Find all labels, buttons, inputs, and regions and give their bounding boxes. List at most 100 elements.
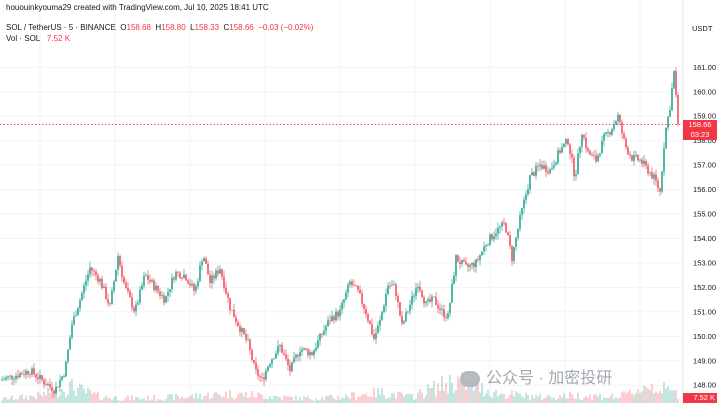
volume-bar [675,389,677,403]
symbol-label[interactable]: SOL / TetherUS · 5 · BINANCE [6,23,116,32]
volume-bar [665,388,667,403]
volume-bar [615,396,617,403]
candle-body [11,375,13,380]
candle-body [13,379,15,380]
candle-body [417,286,419,289]
y-tick-label: 156.00 [693,185,716,194]
candle-body [399,302,401,316]
candle-body [379,320,381,326]
volume-bar [401,393,403,403]
volume-bar [137,397,139,403]
volume-bar [489,395,491,403]
candle-body [409,304,411,312]
price-axis[interactable]: 148.00 149.00 150.00 151.00 152.00 153.00 154.… [693,63,716,390]
candle-body [101,278,103,289]
candle-body [297,354,299,357]
candle-body [15,375,17,380]
volume-bar [495,389,497,403]
y-tick-label: 153.00 [693,258,716,267]
volume-bar [509,394,511,403]
candle-body [381,312,383,321]
volume-bar [217,393,219,403]
candle-body [215,270,217,279]
volume-bar [143,398,145,403]
candle-body [497,227,499,234]
candle-body [461,259,463,264]
volume-bar [543,398,545,403]
candle-body [503,222,505,224]
candle-body [407,311,409,313]
candle-body [213,275,215,279]
candle-body [395,284,397,297]
volume-bar [111,399,113,403]
volume-bar [81,384,83,403]
volume-bar [369,396,371,403]
candle-body [487,245,489,246]
candle-body [335,311,337,321]
candle-body [547,171,549,174]
candle-body [491,234,493,240]
volume-bar [605,397,607,403]
volume-bar [333,398,335,403]
candle-body [587,148,589,151]
volume-bar [633,395,635,403]
candle-body [601,140,603,154]
candle-body [121,265,123,277]
candle-body [415,288,417,296]
candle-body [499,226,501,228]
candle-body [195,286,197,291]
candle-body [561,147,563,153]
y-tick-label: 157.00 [693,161,716,170]
volume-bar [249,396,251,403]
open-label: O [120,23,127,32]
volume-bar [133,400,135,403]
volume-bar [357,396,359,403]
volume-bar [377,387,379,403]
candle-body [575,174,577,177]
candle-body [531,172,533,176]
axis-unit-label[interactable]: USDT [692,24,713,33]
candle-body [597,155,599,162]
volume-bar [319,400,321,403]
y-tick-label: 150.00 [693,332,716,341]
candle-body [551,167,553,170]
candle-body [357,285,359,290]
volume-bar [251,391,253,403]
candle-body [349,281,351,285]
candle-body [267,366,269,371]
candle-body [581,134,583,147]
candlestick-series [1,67,679,398]
volume-bar [301,400,303,403]
volume-bar [211,397,213,403]
volume-bar [397,391,399,403]
candle-body [187,280,189,284]
volume-bar [623,390,625,403]
candle-body [177,271,179,273]
candle-body [481,251,483,256]
volume-bar [641,391,643,403]
volume-bar [403,396,405,403]
volume-bar [451,382,453,403]
volume-bar [209,399,211,403]
candle-body [133,307,135,312]
y-tick-label: 151.00 [693,307,716,316]
volume-bar [655,391,657,403]
volume-bar [673,390,675,403]
candle-body [371,324,373,334]
candle-body [339,309,341,317]
candle-body [61,376,63,381]
volume-bar [33,396,35,403]
volume-bar [157,399,159,403]
volume-bar [317,400,319,403]
volume-bar [31,396,33,403]
candle-body [635,154,637,156]
volume-label[interactable]: Vol · SOL [6,34,41,43]
candle-body [603,134,605,141]
y-tick-label: 152.00 [693,283,716,292]
candle-body [405,312,407,322]
volume-bar [303,396,305,403]
candle-body [501,222,503,227]
volume-bar [45,395,47,403]
volume-bar [553,397,555,403]
